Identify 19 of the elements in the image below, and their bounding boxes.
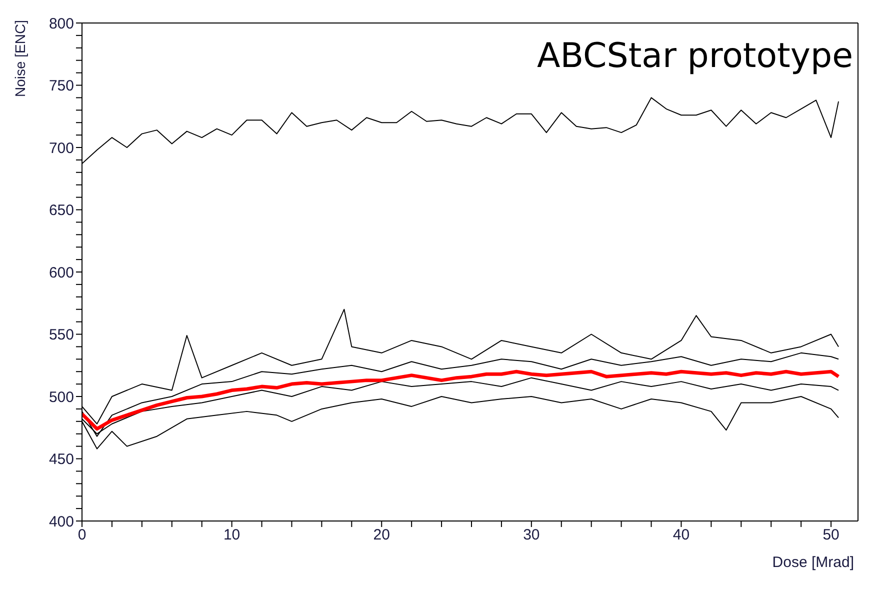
y-tick-label: 800 (48, 15, 74, 32)
y-tick-label: 400 (48, 513, 74, 530)
y-tick-label: 550 (48, 326, 74, 344)
y-tick-label: 600 (48, 264, 74, 282)
y-tick-label: 450 (48, 451, 74, 468)
x-tick-label: 30 (523, 526, 540, 544)
x-tick-label: 50 (822, 526, 840, 544)
x-tick-label: 10 (223, 526, 240, 544)
x-tick-label: 20 (373, 526, 390, 544)
x-axis-title: Dose [Mrad] (772, 554, 854, 571)
annotation: ABCStar prototype (537, 36, 853, 76)
line-series (82, 370, 840, 431)
x-tick-label: 40 (672, 526, 690, 544)
x-tick-label: 0 (78, 526, 86, 544)
y-axis-title: Noise [ENC] (12, 20, 28, 98)
y-tick-label: 500 (48, 388, 74, 406)
y-tick-label: 700 (48, 140, 74, 157)
y-tick-label: 650 (48, 202, 74, 220)
y-tick-label: 750 (48, 78, 74, 95)
